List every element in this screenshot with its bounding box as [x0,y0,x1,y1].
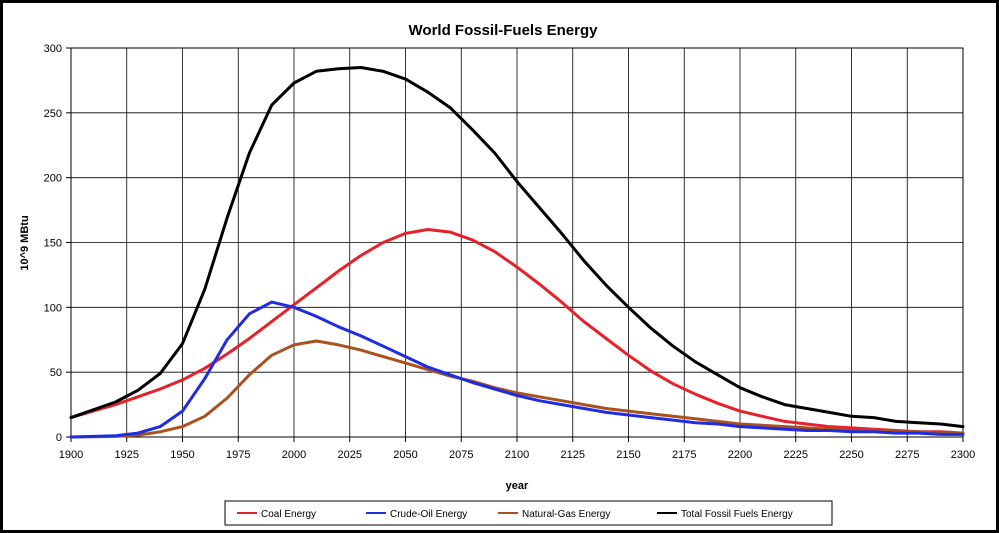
series-line-total-fossil-fuels-energy [69,66,965,429]
x-tick-label: 1950 [170,449,194,461]
fossil-fuels-chart: World Fossil-Fuels Energy 1900 1925 1950 19… [19,22,976,526]
x-tick-label: 2175 [672,449,696,461]
x-tick-label: 2050 [393,449,417,461]
y-tick-label: 0 [56,432,62,444]
legend-box [224,500,833,526]
x-tick-label: 2250 [839,449,863,461]
series-line-coal-energy [69,228,965,435]
chart-title: World Fossil-Fuels Energy [409,22,599,39]
legend-entry-label: Natural-Gas Energy [522,509,610,520]
y-tick-label: 200 [44,173,62,185]
x-tick-label: 1900 [59,449,83,461]
x-tick-label: 2000 [282,449,306,461]
y-tick-label: 50 [50,367,62,379]
series-line-natural-gas-energy [69,339,965,439]
x-tick-label: 2225 [784,449,808,461]
x-tick-label: 2025 [338,449,362,461]
x-tick-label: 2125 [561,449,585,461]
y-tick-label: 250 [44,108,62,120]
plot-area: 1900 1925 1950 1975 2000 2025 2050 2075 2100 2125… [44,43,976,461]
x-tick-label: 2275 [895,449,919,461]
y-axis-label: 10^9 MBtu [19,215,31,270]
legend-entry-label: Coal Energy [261,509,316,520]
x-tick-label: 2100 [505,449,529,461]
x-tick-label: 2200 [728,449,752,461]
x-tick-label: 2300 [951,449,975,461]
y-tick-label: 100 [44,302,62,314]
legend-entry-label: Crude-Oil Energy [390,509,467,520]
x-tick-label: 1925 [115,449,139,461]
legend-entry-label: Total Fossil Fuels Energy [681,509,793,520]
x-tick-label: 2150 [616,449,640,461]
y-tick-label: 300 [44,43,62,55]
x-tick-label: 1975 [226,449,250,461]
y-tick-label: 150 [44,238,62,250]
legend: Coal Energy Crude-Oil Energy Natural-Gas E… [224,500,833,526]
x-axis-label: year [506,480,529,492]
series-line-crude-oil-energy [69,300,965,439]
x-tick-label: 2075 [449,449,473,461]
